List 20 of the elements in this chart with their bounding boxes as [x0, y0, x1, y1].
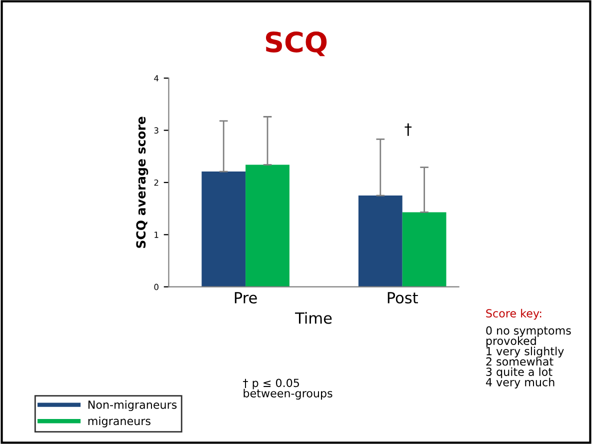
bar [402, 212, 446, 287]
x-tick-label: Post [388, 292, 418, 304]
y-tick-label: 0 [154, 284, 158, 290]
bar [358, 196, 402, 287]
text: Score key: [486, 308, 542, 320]
x-tick-label: Pre [234, 292, 257, 304]
legend-label: migraneurs [88, 416, 150, 428]
x-axis-title: Time [295, 312, 332, 324]
y-tick-label: 1 [154, 232, 158, 238]
chart-title: SCQ [266, 31, 327, 56]
y-axis-title: SCQ average score [136, 116, 148, 248]
annotation: † [404, 123, 412, 136]
text: † p ≤ 0.05 between-groups [243, 378, 332, 400]
y-tick-label: 2 [154, 179, 158, 186]
y-tick-label: 3 [154, 127, 158, 134]
bar [246, 164, 290, 287]
y-tick-label: 4 [154, 75, 159, 82]
bar [202, 172, 246, 287]
text: 0 no symptoms provoked 1 very slightly 2 somewhat 3 quite a lot 4 very much [486, 326, 571, 388]
legend-label: Non-migraneurs [88, 400, 177, 412]
